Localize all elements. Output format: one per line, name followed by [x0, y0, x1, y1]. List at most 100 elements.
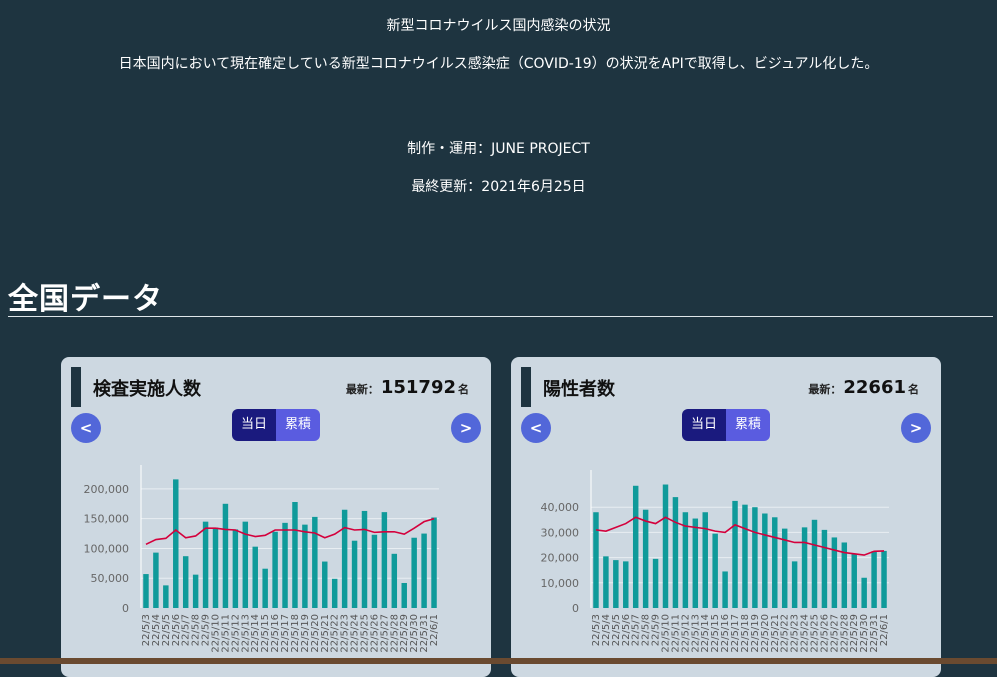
- bar: [341, 509, 348, 608]
- bar: [361, 510, 368, 608]
- bar: [662, 484, 669, 608]
- bar: [262, 568, 268, 608]
- bar: [791, 561, 798, 608]
- bar: [232, 529, 239, 608]
- x-tick-label: 22/5/17: [280, 614, 291, 653]
- bar: [381, 512, 388, 608]
- x-tick-label: 22/5/24: [350, 614, 361, 653]
- bar: [652, 558, 659, 608]
- y-tick-label: 40,000: [541, 501, 580, 514]
- bar: [252, 546, 258, 608]
- x-tick-label: 22/5/30: [859, 614, 870, 653]
- x-tick-label: 22/5/13: [690, 614, 701, 653]
- bar: [143, 574, 149, 608]
- x-tick-label: 22/5/9: [201, 614, 212, 646]
- mode-toggle: 当日 累積: [232, 409, 320, 441]
- x-tick-label: 22/5/27: [829, 614, 840, 653]
- next-button[interactable]: >: [451, 413, 481, 443]
- x-tick-label: 22/5/30: [409, 614, 420, 653]
- bar: [632, 485, 639, 608]
- bar: [351, 540, 358, 608]
- section-divider: [8, 316, 993, 317]
- y-tick-label: 10,000: [541, 577, 580, 590]
- x-tick-label: 22/5/4: [601, 614, 612, 646]
- average-line: [145, 517, 435, 546]
- bar: [312, 516, 318, 608]
- x-tick-label: 22/5/10: [661, 614, 672, 653]
- x-tick-label: 22/5/6: [621, 614, 632, 646]
- y-tick-label: 100,000: [84, 542, 130, 555]
- page-title: 新型コロナウイルス国内感染の状況: [386, 18, 611, 34]
- x-tick-label: 22/5/12: [230, 614, 241, 653]
- bar: [192, 574, 199, 608]
- y-tick-label: 0: [572, 602, 579, 615]
- bar: [421, 533, 427, 608]
- bar: [672, 497, 679, 608]
- bar: [222, 503, 229, 608]
- x-tick-label: 22/5/18: [740, 614, 751, 653]
- x-tick-label: 22/5/31: [869, 614, 880, 653]
- toggle-cumulative[interactable]: 累積: [726, 409, 770, 441]
- tests-chart: 0 50,000 100,000 150,000 200,000 22/5/322/5/4…: [84, 465, 440, 653]
- x-tick-label: 22/5/25: [810, 614, 821, 653]
- x-tick-label: 22/5/15: [710, 614, 721, 653]
- bar: [712, 533, 718, 608]
- x-tick-label: 22/5/15: [260, 614, 271, 653]
- x-tick-label: 22/5/4: [151, 614, 162, 646]
- bar: [182, 556, 189, 608]
- bar: [272, 531, 278, 608]
- x-tick-label: 22/5/14: [700, 614, 711, 653]
- x-tick-label: 22/5/3: [141, 614, 152, 646]
- x-tick-label: 22/5/7: [181, 614, 192, 646]
- bar: [411, 537, 417, 608]
- x-tick-label: 22/5/16: [720, 614, 731, 653]
- bar: [603, 556, 609, 608]
- bar: [642, 509, 649, 608]
- x-tick-label: 22/5/18: [290, 614, 301, 653]
- bar: [781, 528, 788, 608]
- x-tick-label: 22/5/19: [750, 614, 761, 653]
- toggle-daily[interactable]: 当日: [232, 409, 276, 441]
- x-tick-label: 22/5/5: [161, 614, 172, 646]
- bar: [732, 500, 738, 608]
- bar: [331, 578, 338, 608]
- bar: [762, 513, 768, 608]
- x-tick-label: 22/5/3: [591, 614, 602, 646]
- x-tick-label: 22/5/16: [270, 614, 281, 653]
- x-tick-label: 22/5/26: [819, 614, 830, 653]
- prev-button[interactable]: <: [521, 413, 551, 443]
- x-tick-label: 22/5/31: [419, 614, 430, 653]
- x-tick-label: 22/5/29: [399, 614, 410, 653]
- bar: [742, 504, 748, 608]
- latest-label: 最新：: [345, 383, 379, 396]
- prev-button[interactable]: <: [71, 413, 101, 443]
- latest-value: 最新： 151792 名: [346, 377, 469, 398]
- toggle-cumulative[interactable]: 累積: [276, 409, 320, 441]
- bar: [613, 560, 619, 608]
- average-line: [595, 516, 885, 556]
- x-tick-label: 22/6/1: [879, 614, 890, 646]
- x-tick-label: 22/5/21: [320, 614, 331, 653]
- bottom-image-strip: [0, 658, 997, 664]
- bar: [593, 512, 599, 608]
- bar: [831, 537, 838, 608]
- x-tick-label: 22/5/22: [330, 614, 341, 653]
- x-tick-label: 22/6/1: [429, 614, 440, 646]
- toggle-daily[interactable]: 当日: [682, 409, 726, 441]
- x-tick-label: 22/5/20: [310, 614, 321, 653]
- next-button[interactable]: >: [901, 413, 931, 443]
- mode-toggle: 当日 累積: [682, 409, 770, 441]
- y-tick-label: 20,000: [541, 552, 580, 565]
- bar: [282, 522, 288, 608]
- y-tick-label: 30,000: [541, 526, 580, 539]
- x-tick-label: 22/5/20: [760, 614, 771, 653]
- y-tick-label: 200,000: [84, 483, 130, 496]
- x-tick-label: 22/5/5: [611, 614, 622, 646]
- bar: [212, 527, 219, 608]
- x-tick-label: 22/5/17: [730, 614, 741, 653]
- card-title: 検査実施人数: [93, 379, 201, 400]
- card-accent-bar: [521, 367, 531, 407]
- x-tick-label: 22/5/9: [651, 614, 662, 646]
- last-updated: 最終更新：2021年6月25日: [411, 179, 586, 195]
- positives-card: 陽性者数 最新： 22661 名 < 当日 累積 > 0 10,000 20,000 30…: [511, 357, 941, 677]
